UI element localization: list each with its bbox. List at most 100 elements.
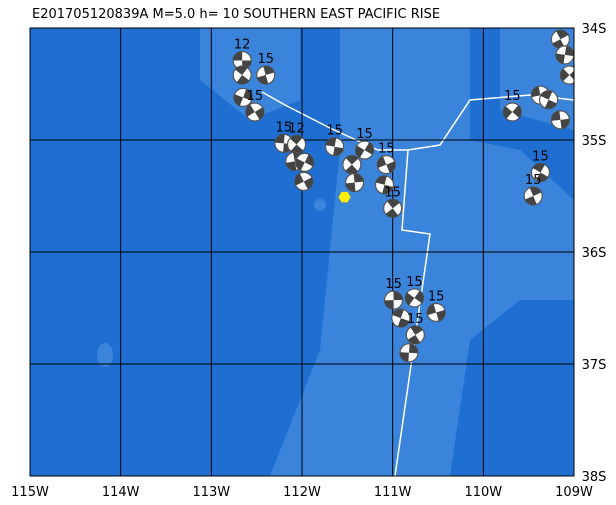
- beachball-quadrant: [569, 70, 574, 80]
- beachball-quadrant: [408, 343, 418, 354]
- event-label: 15: [378, 142, 395, 157]
- beachball: [232, 65, 252, 85]
- event-label: 15: [525, 173, 542, 188]
- beachball-quadrant: [503, 106, 513, 119]
- event-label: 12: [288, 121, 305, 136]
- beachball: [295, 152, 315, 172]
- x-tick-label: 114W: [102, 485, 140, 500]
- beachball: [555, 45, 574, 65]
- beachball-quadrant: [234, 94, 244, 106]
- beachball-quadrant: [234, 66, 248, 76]
- beachball-quadrant: [377, 156, 387, 169]
- beachball-quadrant: [564, 45, 574, 57]
- beachball: [523, 186, 543, 206]
- beachball-quadrant: [263, 66, 275, 76]
- event-label: 15: [407, 312, 424, 327]
- x-tick-label: 112W: [283, 485, 321, 500]
- beachball: [376, 155, 396, 175]
- beachball: [426, 302, 446, 323]
- beachball: [383, 290, 404, 310]
- beachball-quadrant: [294, 173, 304, 186]
- seamount: [97, 343, 113, 367]
- y-tick-label: 36S: [582, 246, 607, 261]
- beachball: [559, 65, 574, 85]
- beachball-quadrant: [245, 104, 255, 117]
- event-label: 15: [257, 52, 274, 67]
- beachball-quadrant: [385, 208, 399, 218]
- beachball: [530, 162, 551, 183]
- map-frame: [29, 27, 575, 477]
- beachball-quadrant: [436, 309, 446, 322]
- beachball: [374, 175, 395, 195]
- beachball: [294, 171, 314, 192]
- beachball-quadrant: [531, 86, 541, 98]
- beachball-quadrant: [556, 30, 569, 40]
- beachball-quadrant: [257, 75, 269, 85]
- beachball-quadrant: [540, 90, 553, 100]
- beachball-quadrant: [355, 145, 365, 158]
- beachball-quadrant: [560, 118, 570, 129]
- x-tick-label: 110W: [464, 485, 502, 500]
- beachball-quadrant: [382, 184, 394, 194]
- beachball-quadrant: [392, 309, 404, 319]
- beachball-quadrant: [397, 318, 410, 328]
- beachball: [233, 87, 253, 108]
- beachball-quadrant: [353, 173, 364, 183]
- beachball: [383, 198, 403, 218]
- beachball: [391, 308, 411, 328]
- beachball-quadrant: [524, 196, 537, 205]
- beachball-quadrant: [560, 68, 570, 82]
- y-tick-label: 34S: [582, 22, 607, 37]
- event-label: 15: [276, 120, 293, 135]
- beachball-quadrant: [399, 352, 409, 362]
- beachball-quadrant: [407, 334, 421, 344]
- event-label: 12: [234, 37, 251, 52]
- event-label: 15: [384, 185, 401, 200]
- event-label: 15: [356, 127, 373, 142]
- beachball-quadrant: [243, 89, 253, 101]
- beachball-quadrant: [529, 187, 542, 196]
- beachball-quadrant: [364, 142, 374, 155]
- beachball-quadrant: [393, 291, 403, 301]
- beachball-quadrant: [410, 325, 423, 335]
- x-tick-label: 111W: [374, 485, 412, 500]
- beachball: [539, 90, 559, 110]
- beachball-quadrant: [233, 51, 243, 61]
- beachball-quadrant: [532, 163, 545, 173]
- event-label: 15: [247, 89, 264, 104]
- beachball-quadrant: [345, 182, 356, 192]
- beachball-quadrant: [427, 303, 437, 316]
- beachball-quadrant: [544, 99, 557, 109]
- beachball-quadrant: [414, 290, 424, 304]
- beachball: [502, 102, 522, 122]
- beachball-quadrant: [405, 292, 415, 306]
- beachball-quadrant: [386, 161, 396, 173]
- beachball-quadrant: [295, 158, 305, 171]
- event-label: 15: [532, 149, 549, 164]
- beachball-quadrant: [512, 105, 522, 118]
- beachball: [342, 155, 362, 175]
- beachball: [245, 102, 265, 122]
- beachball: [354, 140, 375, 160]
- y-tick-label: 38S: [582, 470, 607, 485]
- beachball-quadrant: [285, 161, 297, 171]
- seamount: [314, 199, 326, 211]
- beachball: [405, 325, 425, 345]
- beachball-quadrant: [325, 137, 337, 147]
- x-tick-label: 113W: [192, 485, 230, 500]
- event-label: 15: [385, 277, 402, 292]
- epicenter: [338, 191, 351, 203]
- beachball-quadrant: [333, 146, 344, 156]
- beachball-quadrant: [304, 154, 314, 167]
- beachball-quadrant: [535, 172, 549, 182]
- beachball-quadrant: [345, 164, 359, 174]
- beachball-quadrant: [254, 107, 264, 120]
- beachball-quadrant: [555, 53, 565, 64]
- beachball-quadrant: [290, 144, 304, 154]
- event-label: 15: [326, 124, 343, 139]
- beachball-quadrant: [236, 75, 250, 85]
- beachball: [344, 172, 365, 193]
- map-title: E201705120839A M=5.0 h= 10 SOUTHERN EAST…: [32, 7, 440, 22]
